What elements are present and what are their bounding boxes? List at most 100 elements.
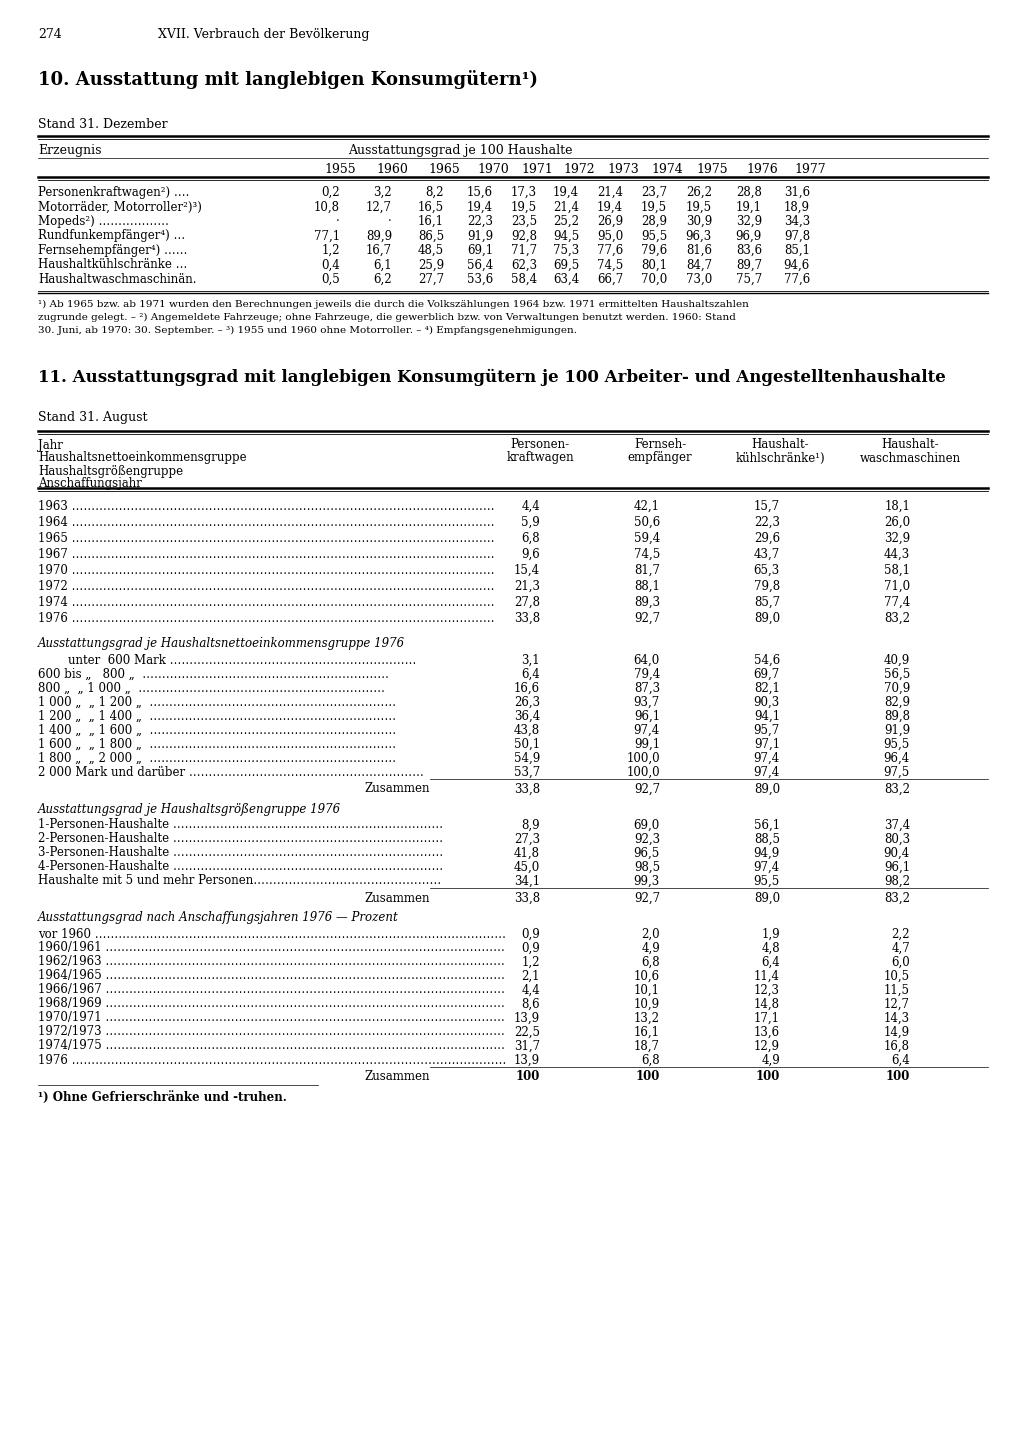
- Text: 53,6: 53,6: [467, 272, 493, 285]
- Text: 95,5: 95,5: [884, 737, 910, 750]
- Text: 21,4: 21,4: [597, 186, 623, 199]
- Text: Jahr: Jahr: [38, 439, 62, 452]
- Text: 81,6: 81,6: [686, 244, 712, 257]
- Text: 92,7: 92,7: [634, 892, 660, 905]
- Text: 58,1: 58,1: [884, 564, 910, 576]
- Text: 28,9: 28,9: [641, 215, 667, 228]
- Text: 33,8: 33,8: [514, 611, 540, 624]
- Text: 11,4: 11,4: [754, 969, 780, 982]
- Text: 69,5: 69,5: [553, 258, 579, 271]
- Text: 100,0: 100,0: [627, 751, 660, 764]
- Text: 18,9: 18,9: [784, 201, 810, 214]
- Text: 1,2: 1,2: [322, 244, 340, 257]
- Text: 41,8: 41,8: [514, 846, 540, 859]
- Text: 97,5: 97,5: [884, 766, 910, 779]
- Text: 12,9: 12,9: [754, 1040, 780, 1053]
- Text: 94,5: 94,5: [553, 229, 579, 242]
- Text: Haushalt-: Haushalt-: [882, 439, 939, 452]
- Text: Haushaltkühlschränke …: Haushaltkühlschränke …: [38, 258, 187, 271]
- Text: Haushaltsgrößengruppe: Haushaltsgrößengruppe: [38, 465, 183, 478]
- Text: 50,6: 50,6: [634, 515, 660, 529]
- Text: 4,9: 4,9: [761, 1054, 780, 1067]
- Text: 600 bis „   800 „  ………………………………………………………: 600 bis „ 800 „ ………………………………………………………: [38, 667, 389, 681]
- Text: 82,9: 82,9: [884, 695, 910, 708]
- Text: 100: 100: [516, 1071, 540, 1084]
- Text: 77,4: 77,4: [884, 595, 910, 608]
- Text: 1972: 1972: [563, 163, 595, 176]
- Text: Zusammen: Zusammen: [365, 892, 430, 905]
- Text: 43,8: 43,8: [514, 724, 540, 737]
- Text: 10,8: 10,8: [314, 201, 340, 214]
- Text: 100: 100: [636, 1071, 660, 1084]
- Text: 22,3: 22,3: [467, 215, 493, 228]
- Text: 92,7: 92,7: [634, 611, 660, 624]
- Text: 89,0: 89,0: [754, 611, 780, 624]
- Text: Erzeugnis: Erzeugnis: [38, 143, 101, 156]
- Text: 1966/1967 …………………………………………………………………………………………: 1966/1967 …………………………………………………………………………………: [38, 984, 505, 997]
- Text: 91,9: 91,9: [884, 724, 910, 737]
- Text: 97,4: 97,4: [754, 766, 780, 779]
- Text: 3-Personen-Haushalte ……………………………………………………………: 3-Personen-Haushalte ……………………………………………………: [38, 846, 443, 859]
- Text: 1970 ………………………………………………………………………………………………: 1970 ………………………………………………………………………………………………: [38, 564, 495, 576]
- Text: 71,7: 71,7: [511, 244, 537, 257]
- Text: Motorräder, Motorroller²)³): Motorräder, Motorroller²)³): [38, 201, 202, 214]
- Text: 85,1: 85,1: [784, 244, 810, 257]
- Text: 86,5: 86,5: [418, 229, 444, 242]
- Text: 94,6: 94,6: [783, 258, 810, 271]
- Text: 32,9: 32,9: [736, 215, 762, 228]
- Text: 15,7: 15,7: [754, 499, 780, 512]
- Text: 26,0: 26,0: [884, 515, 910, 529]
- Text: 1972/1973 …………………………………………………………………………………………: 1972/1973 …………………………………………………………………………………: [38, 1025, 505, 1038]
- Text: Personen-: Personen-: [510, 439, 569, 452]
- Text: 1 200 „  „ 1 400 „  ………………………………………………………: 1 200 „ „ 1 400 „ ………………………………………………………: [38, 710, 396, 723]
- Text: 89,7: 89,7: [736, 258, 762, 271]
- Text: 54,6: 54,6: [754, 654, 780, 667]
- Text: 31,7: 31,7: [514, 1040, 540, 1053]
- Text: 98,2: 98,2: [884, 875, 910, 888]
- Text: 83,6: 83,6: [736, 244, 762, 257]
- Text: 1974 ………………………………………………………………………………………………: 1974 ………………………………………………………………………………………………: [38, 595, 495, 608]
- Text: 12,7: 12,7: [884, 998, 910, 1011]
- Text: 30. Juni, ab 1970: 30. September. – ³) 1955 und 1960 ohne Motorroller. – ⁴) Empf: 30. Juni, ab 1970: 30. September. – ³) 1…: [38, 326, 577, 334]
- Text: 92,7: 92,7: [634, 783, 660, 796]
- Text: 19,4: 19,4: [553, 186, 579, 199]
- Text: 56,4: 56,4: [467, 258, 493, 271]
- Text: 83,2: 83,2: [884, 611, 910, 624]
- Text: 10,9: 10,9: [634, 998, 660, 1011]
- Text: 75,7: 75,7: [736, 272, 762, 285]
- Text: 42,1: 42,1: [634, 499, 660, 512]
- Text: 1,2: 1,2: [521, 955, 540, 968]
- Text: 19,5: 19,5: [511, 201, 537, 214]
- Text: vor 1960 ……………………………………………………………………………………………: vor 1960 ……………………………………………………………………………………: [38, 928, 506, 941]
- Text: 6,4: 6,4: [521, 667, 540, 681]
- Text: 1965: 1965: [428, 163, 460, 176]
- Text: ¹) Ohne Gefrierschränke und -truhen.: ¹) Ohne Gefrierschränke und -truhen.: [38, 1090, 287, 1104]
- Text: 1 600 „  „ 1 800 „  ………………………………………………………: 1 600 „ „ 1 800 „ ………………………………………………………: [38, 737, 396, 750]
- Text: 95,5: 95,5: [754, 875, 780, 888]
- Text: 23,7: 23,7: [641, 186, 667, 199]
- Text: 94,9: 94,9: [754, 846, 780, 859]
- Text: 25,2: 25,2: [553, 215, 579, 228]
- Text: 13,9: 13,9: [514, 1054, 540, 1067]
- Text: 77,6: 77,6: [597, 244, 623, 257]
- Text: Zusammen: Zusammen: [365, 1071, 430, 1084]
- Text: XVII. Verbrauch der Bevölkerung: XVII. Verbrauch der Bevölkerung: [158, 29, 370, 42]
- Text: 8,2: 8,2: [426, 186, 444, 199]
- Text: 3,2: 3,2: [374, 186, 392, 199]
- Text: 77,1: 77,1: [314, 229, 340, 242]
- Text: 95,0: 95,0: [597, 229, 623, 242]
- Text: 21,3: 21,3: [514, 579, 540, 592]
- Text: 1955: 1955: [325, 163, 355, 176]
- Text: 95,5: 95,5: [641, 229, 667, 242]
- Text: 1976 …………………………………………………………………………………………………: 1976 ………………………………………………………………………………………………: [38, 1054, 507, 1067]
- Text: 80,1: 80,1: [641, 258, 667, 271]
- Text: 19,5: 19,5: [686, 201, 712, 214]
- Text: 274: 274: [38, 29, 61, 42]
- Text: 27,3: 27,3: [514, 833, 540, 846]
- Text: 16,5: 16,5: [418, 201, 444, 214]
- Text: 6,4: 6,4: [761, 955, 780, 968]
- Text: 100: 100: [756, 1071, 780, 1084]
- Text: 99,3: 99,3: [634, 875, 660, 888]
- Text: 1970: 1970: [477, 163, 509, 176]
- Text: 31,6: 31,6: [784, 186, 810, 199]
